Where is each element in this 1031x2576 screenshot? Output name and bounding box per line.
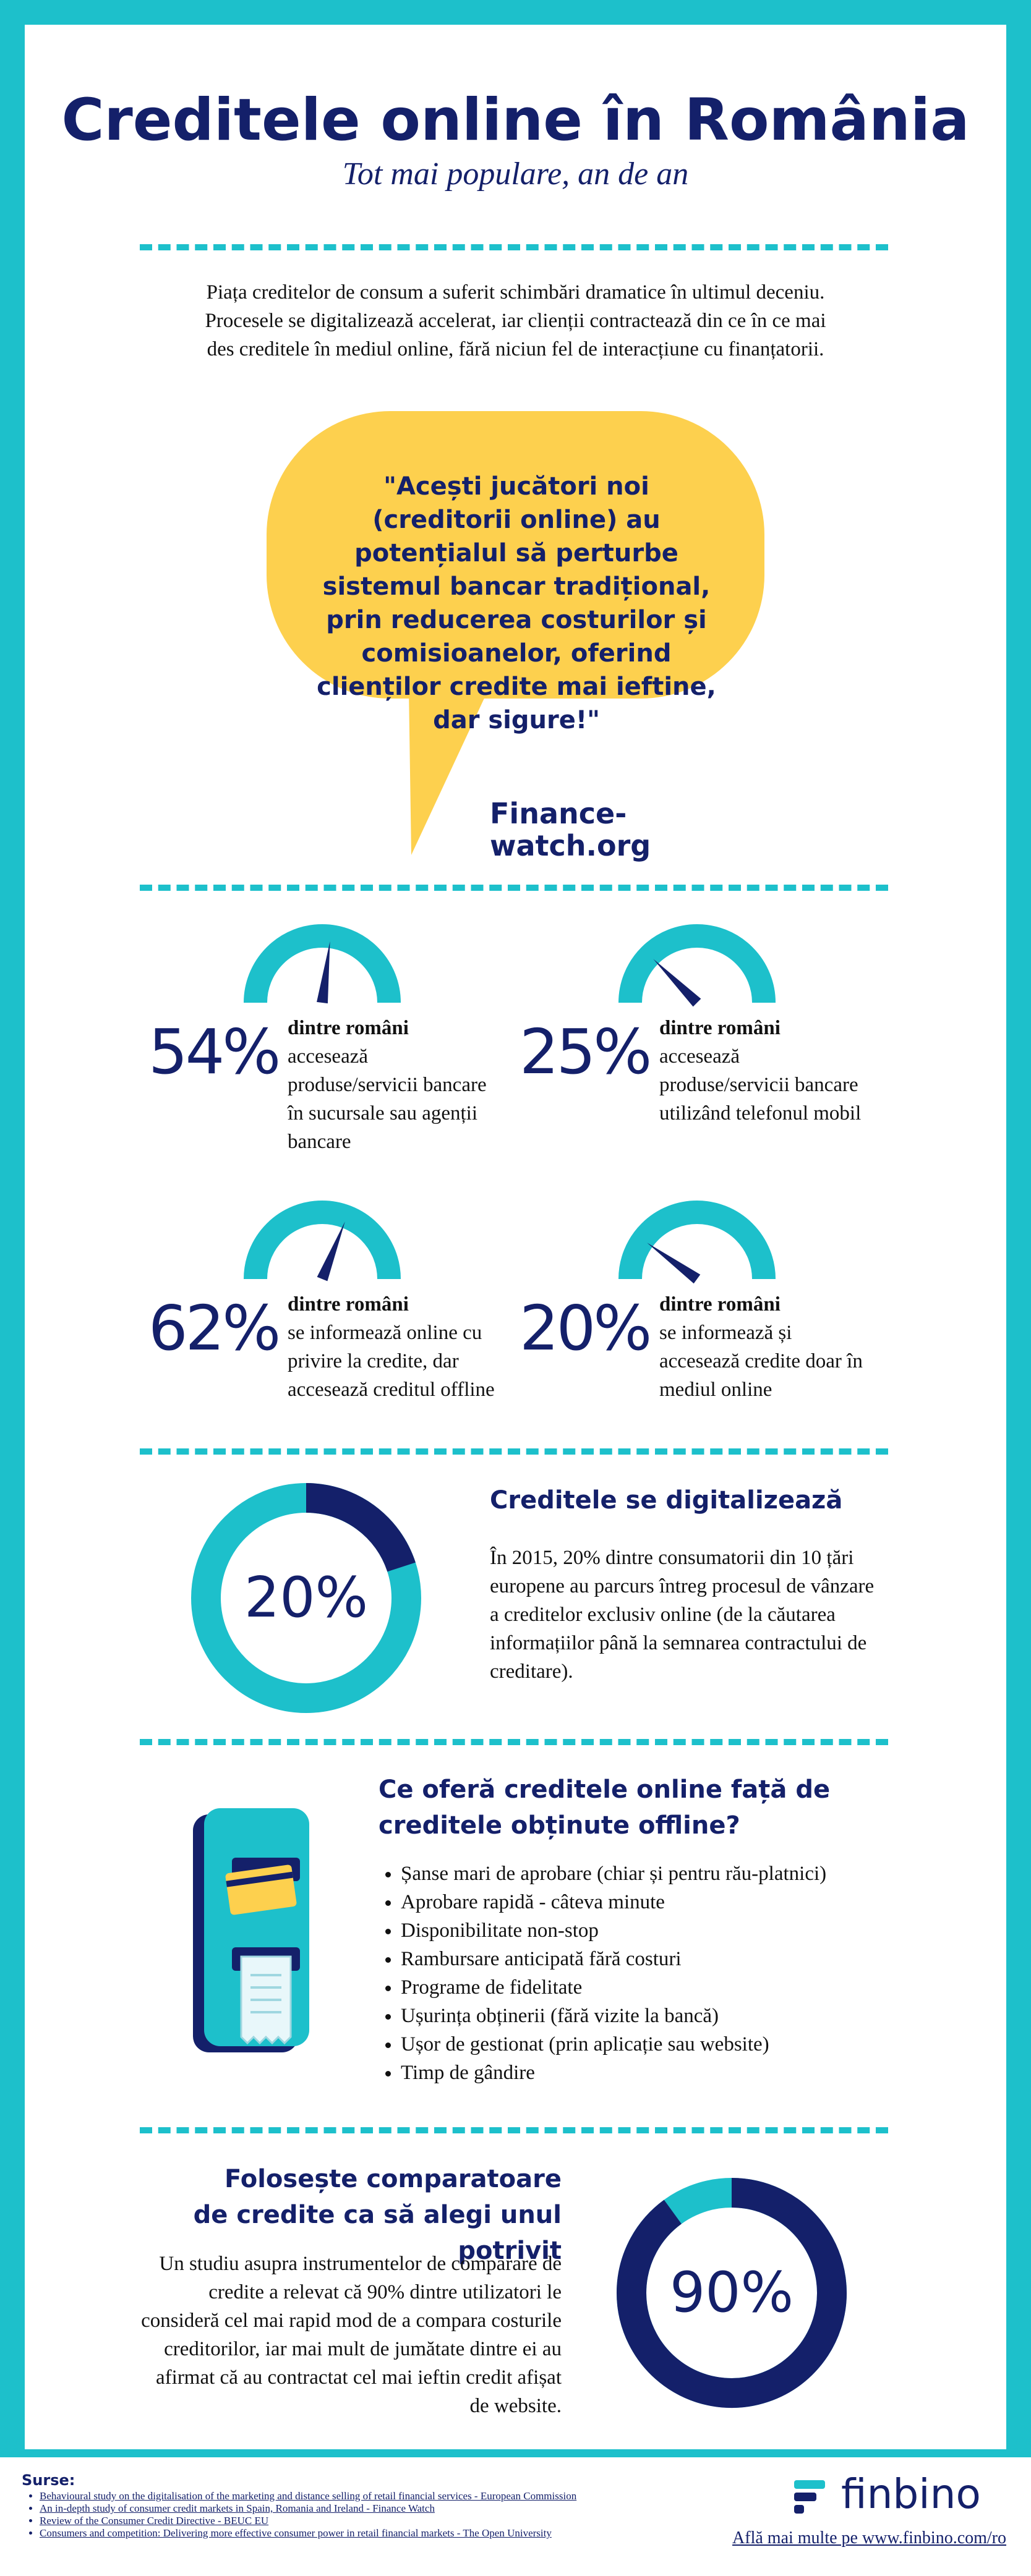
gauge <box>618 1201 776 1284</box>
stat-value: 25% <box>520 1016 652 1088</box>
stat-heading: dintre români <box>659 1293 781 1316</box>
stat-value: 54% <box>148 1016 281 1088</box>
bubble-tail <box>408 649 507 855</box>
stat-value: 62% <box>148 1292 281 1364</box>
section-text: Un studiu asupra instrumentelor de compa… <box>141 2253 562 2417</box>
stat-value: 20% <box>520 1292 652 1364</box>
divider <box>140 2127 888 2133</box>
offer-item: Programe de fidelitate <box>401 1973 988 2002</box>
stat-description: se informează și accesează credite doar … <box>659 1322 863 1401</box>
stat-heading: dintre români <box>288 1017 409 1039</box>
brand: finbino <box>841 2470 981 2518</box>
section-title: Creditele se digitalizează <box>490 1486 843 1515</box>
section-text: În 2015, 20% dintre consumatorii din 10 … <box>490 1547 875 1683</box>
stat-description: accesează produse/servicii bancare utili… <box>659 1045 862 1124</box>
gauge-needle <box>653 959 701 1007</box>
stat-description: se informează online cu privire la credi… <box>288 1322 495 1401</box>
divider <box>140 244 888 250</box>
gauge-arc <box>244 924 401 1003</box>
offer-item: Rambursare anticipată fără costuri <box>401 1945 988 1973</box>
phone-illustration <box>193 1808 309 2052</box>
stat-heading: dintre români <box>288 1293 409 1316</box>
sources-list: Behavioural study on the digitalisation … <box>19 2490 782 2540</box>
source-item: Review of the Consumer Credit Directive … <box>40 2515 782 2527</box>
source-item: An in-depth study of consumer credit mar… <box>40 2502 782 2515</box>
offer-item: Disponibilitate non-stop <box>401 1916 988 1945</box>
stat-description: accesează produse/servicii bancare în su… <box>288 1045 487 1153</box>
donut-value <box>306 1483 416 1572</box>
divider <box>140 1448 888 1455</box>
donut-chart <box>191 1483 421 1713</box>
offer-item: Șanse mari de aprobare (chiar și pentru … <box>401 1860 988 1888</box>
footer-link[interactable]: Află mai multe pe www.finbino.com/ro <box>732 2528 1006 2548</box>
gauge-arc <box>244 1201 401 1280</box>
quote-source: Finance-watch.org <box>490 797 651 862</box>
divider <box>140 885 888 891</box>
offer-item: Timp de gândire <box>401 2059 988 2087</box>
stat-text: dintre români se informează online cu pri… <box>288 1290 498 1404</box>
subtitle: Tot mai populare, an de an <box>342 156 689 192</box>
donut-value <box>617 2178 847 2408</box>
source-item: Behavioural study on the digitalisation … <box>40 2490 782 2502</box>
gauge <box>618 924 776 1007</box>
stat-heading: dintre români <box>659 1017 781 1039</box>
offer-item: Ușurința obținerii (fără vizite la bancă… <box>401 2002 988 2030</box>
speech-bubble <box>267 411 764 855</box>
intro: Piața creditelor de consum a suferit sch… <box>205 281 826 360</box>
divider <box>140 1739 888 1745</box>
offer-item: Ușor de gestionat (prin aplicație sau we… <box>401 2030 988 2059</box>
title: Creditele online în România <box>61 87 970 154</box>
gauge-arc <box>618 1201 776 1280</box>
donut-label: 20% <box>244 1565 369 1630</box>
gauge-arc <box>618 924 776 1003</box>
stat-text: dintre români se informează și accesează … <box>659 1290 870 1404</box>
logo-icon <box>794 2480 825 2514</box>
stat-text: dintre români accesează produse/servicii … <box>288 1014 498 1156</box>
offer-item: Aprobare rapidă - câteva minute <box>401 1888 988 1916</box>
section-title: Folosește comparatoare de credite ca să … <box>193 2165 562 2265</box>
gauge <box>244 924 401 1004</box>
quote: "Acești jucători noi (creditorii online)… <box>317 472 716 734</box>
bubble-body <box>267 411 764 699</box>
offer-list: Șanse mari de aprobare (chiar și pentru … <box>379 1860 988 2087</box>
gauge-needle <box>317 1222 345 1282</box>
gauge-needle <box>317 941 330 1004</box>
gauge <box>244 1201 401 1282</box>
gauge-needle <box>647 1243 701 1284</box>
donut-label: 90% <box>669 2260 794 2325</box>
source-item: Consumers and competition: Delivering mo… <box>40 2527 782 2540</box>
section-title: Ce oferă creditele online față de credit… <box>379 1775 831 1840</box>
sources-title: Surse: <box>22 2472 75 2489</box>
stat-text: dintre români accesează produse/servicii … <box>659 1014 870 1128</box>
donut-chart <box>617 2178 847 2408</box>
